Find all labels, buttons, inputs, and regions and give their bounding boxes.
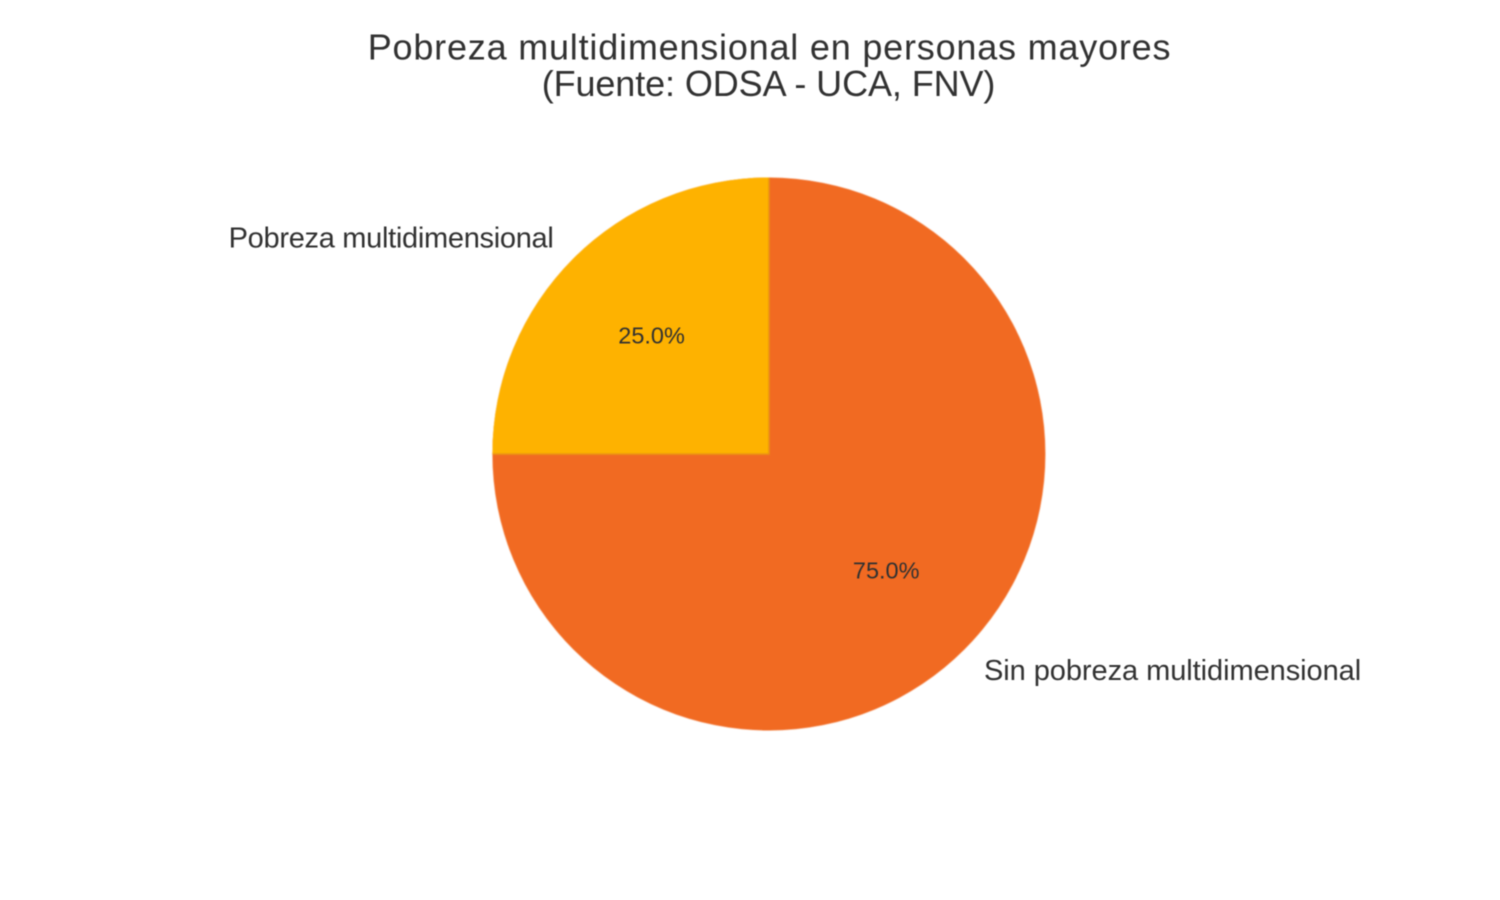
svg-text:75.0%: 75.0% xyxy=(853,558,920,584)
svg-text:Pobreza multidimensional en pe: Pobreza multidimensional en personas may… xyxy=(368,27,1172,68)
svg-text:(Fuente: ODSA - UCA, FNV): (Fuente: ODSA - UCA, FNV) xyxy=(542,63,996,104)
svg-text:Sin pobreza multidimensional: Sin pobreza multidimensional xyxy=(984,655,1361,687)
svg-text:Pobreza multidimensional: Pobreza multidimensional xyxy=(229,223,554,255)
svg-text:25.0%: 25.0% xyxy=(618,323,685,349)
